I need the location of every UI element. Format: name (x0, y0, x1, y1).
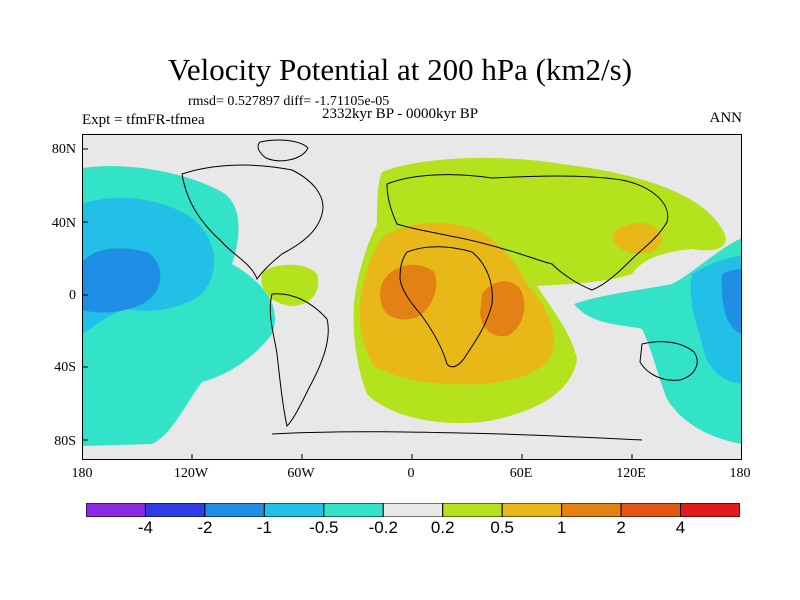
contour-caribbean-pos (261, 264, 319, 306)
lon-label-60e: 60E (509, 466, 533, 481)
lon-label-180e: 180 (729, 466, 751, 481)
lon-label-180w: 180 (71, 466, 93, 481)
colorbar-label: -2 (197, 518, 213, 537)
colorbar-label: -0.2 (368, 518, 398, 537)
lon-label-0: 0 (407, 466, 415, 481)
colorbar-cell (144, 503, 206, 517)
contour-wpacific-neg1 (721, 269, 742, 334)
colorbar-label: 1 (556, 518, 567, 537)
colorbar-label: 2 (616, 518, 626, 537)
colorbar-cell (501, 503, 563, 517)
colorbar-cell (382, 503, 444, 517)
colorbar-cell (442, 503, 503, 517)
colorbar-cell (680, 503, 740, 517)
colorbar-cell (263, 503, 325, 517)
contour-asia-pos05 (613, 223, 662, 254)
colorbar-label: 0.2 (430, 518, 455, 537)
season-label: ANN (709, 110, 743, 126)
colorbar-cell (86, 503, 146, 517)
stats-line: rmsd= 0.527897 diff= -1.71105e-05 (188, 94, 390, 109)
colorbar-label: 0.5 (490, 518, 514, 537)
colorbar-label: 4 (675, 518, 686, 537)
colorbar-cell (620, 503, 682, 517)
map-ticks (82, 148, 633, 460)
colorbar (86, 503, 740, 517)
lon-label-120e: 120E (616, 466, 646, 481)
colorbar-label: -1 (256, 518, 272, 537)
contour-pacific-neg1 (82, 248, 161, 313)
contour-west-africa-pos1 (379, 264, 437, 320)
colorbar-label: -0.5 (309, 518, 339, 537)
contour-east-africa-pos1 (480, 281, 525, 337)
experiment-label: Expt = tfmFR-tfmea (82, 112, 205, 128)
colorbar-cell (204, 503, 265, 517)
period-label: 2332kyr BP - 0000kyr BP (321, 106, 479, 122)
map-title: Velocity Potential at 200 hPa (km2/s) (167, 52, 633, 87)
colorbar-cell (561, 503, 622, 517)
contour-africa-pos05 (359, 223, 555, 385)
lon-label-120w: 120W (173, 466, 209, 481)
colorbar-label: -4 (137, 518, 154, 537)
lat-label-40s: 40S (54, 360, 76, 375)
lat-label-40n: 40N (51, 216, 76, 231)
lat-label-80n: 80N (51, 142, 76, 157)
lon-label-60w: 60W (287, 466, 315, 481)
map-panel (82, 134, 742, 460)
colorbar-cell (323, 503, 384, 517)
coastlines (181, 139, 698, 441)
lat-label-80s: 80S (54, 434, 76, 449)
lat-label-0: 0 (69, 288, 76, 303)
